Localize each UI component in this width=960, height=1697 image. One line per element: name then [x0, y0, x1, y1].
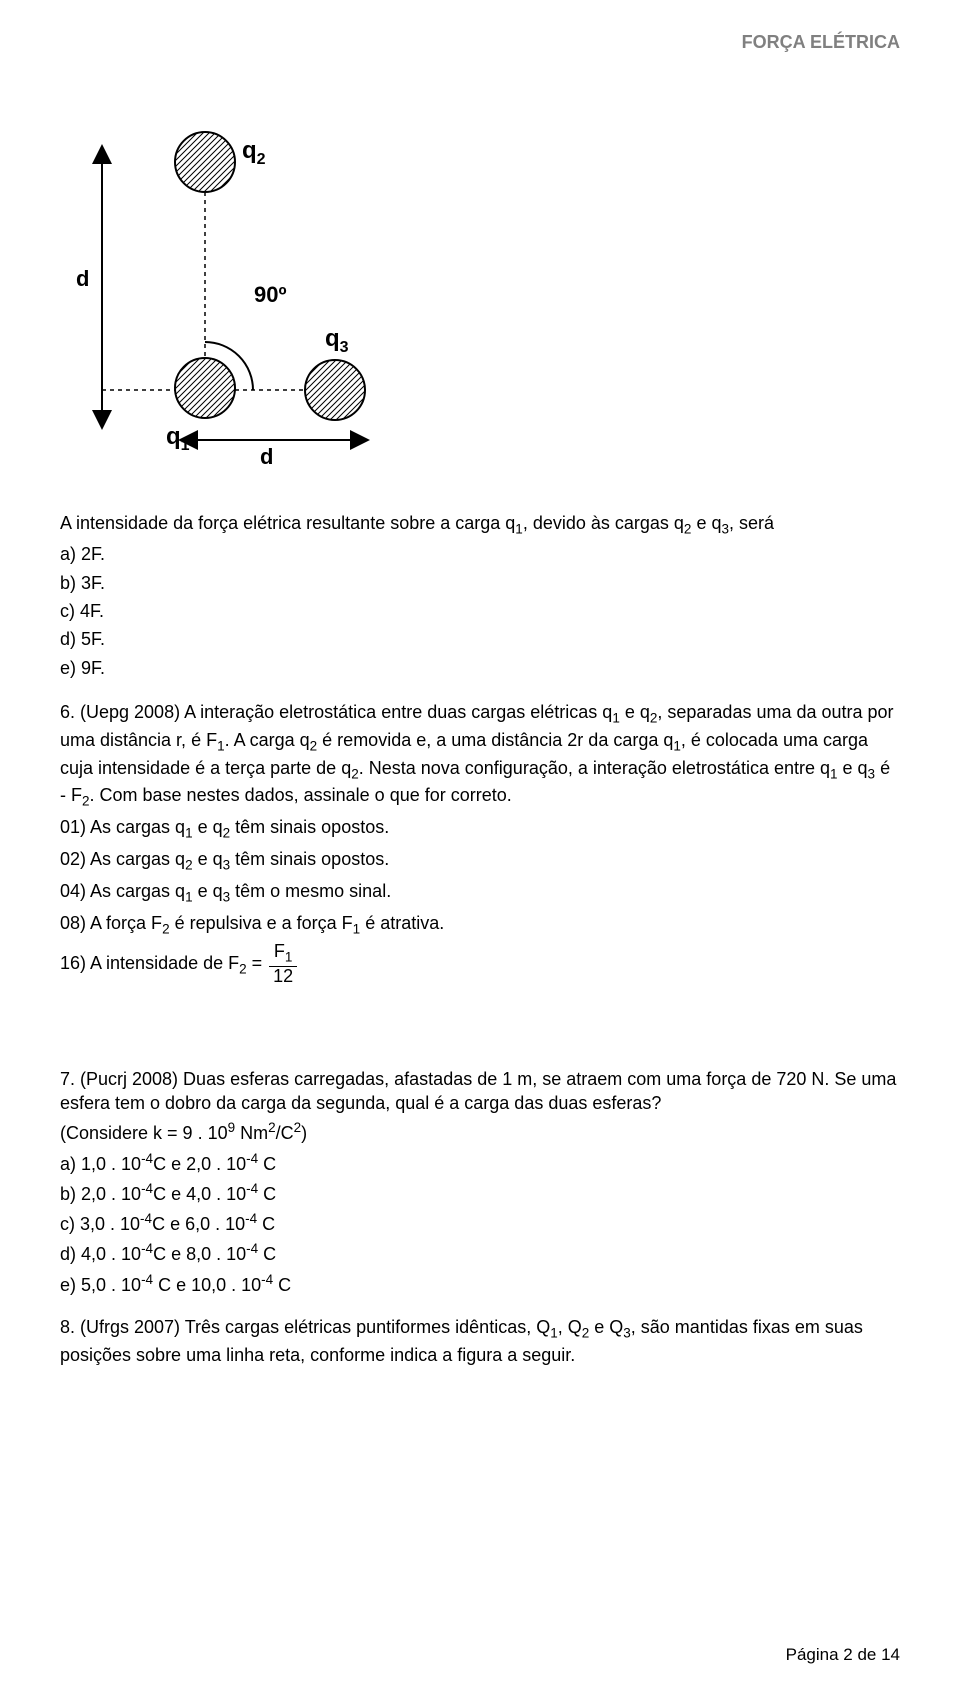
svg-text:90º: 90º — [254, 282, 287, 307]
page: FORÇA ELÉTRICA q2 q3 q1 d d 90º A intensidade… — [0, 0, 960, 1697]
svg-text:d: d — [260, 444, 273, 469]
q6-option-08: 08) A força F2 é repulsiva e a força F1 … — [60, 911, 900, 939]
q7-body: 7. (Pucrj 2008) Duas esferas carregadas,… — [60, 1067, 900, 1116]
q7-option-c: c) 3,0 . 10-4C e 6,0 . 10-4 C — [60, 1210, 900, 1236]
q5-option-a: a) 2F. — [60, 542, 900, 566]
q7-block: 7. (Pucrj 2008) Duas esferas carregadas,… — [60, 1067, 900, 1297]
svg-text:d: d — [76, 266, 89, 291]
q6-option-02: 02) As cargas q2 e q3 têm sinais opostos… — [60, 847, 900, 875]
q6-option-16-prefix: 16) A intensidade de F2 = — [60, 953, 267, 973]
q5-option-e: e) 9F. — [60, 656, 900, 680]
fraction-denominator: 12 — [269, 967, 297, 987]
q6-option-16: 16) A intensidade de F2 = F1 12 — [60, 942, 900, 986]
fraction-f1-over-12: F1 12 — [269, 942, 297, 986]
q7-option-a: a) 1,0 . 10-4C e 2,0 . 10-4 C — [60, 1150, 900, 1176]
q7-option-d: d) 4,0 . 10-4C e 8,0 . 10-4 C — [60, 1240, 900, 1266]
q7-consider: (Considere k = 9 . 109 Nm2/C2) — [60, 1119, 900, 1145]
q5-block: A intensidade da força elétrica resultan… — [60, 511, 900, 680]
q8-block: 8. (Ufrgs 2007) Três cargas elétricas pu… — [60, 1315, 900, 1367]
page-footer: Página 2 de 14 — [786, 1644, 900, 1667]
svg-text:q1: q1 — [166, 423, 190, 454]
q6-option-04: 04) As cargas q1 e q3 têm o mesmo sinal. — [60, 879, 900, 907]
page-header: FORÇA ELÉTRICA — [60, 30, 900, 54]
q5-intro-text: A intensidade da força elétrica resultan… — [60, 511, 900, 539]
q5-option-d: d) 5F. — [60, 627, 900, 651]
svg-text:q2: q2 — [242, 137, 266, 168]
q5-figure: q2 q3 q1 d d 90º — [60, 114, 900, 480]
q7-option-e: e) 5,0 . 10-4 C e 10,0 . 10-4 C — [60, 1271, 900, 1297]
q8-body: 8. (Ufrgs 2007) Três cargas elétricas pu… — [60, 1315, 900, 1367]
q5-option-c: c) 4F. — [60, 599, 900, 623]
q7-option-b: b) 2,0 . 10-4C e 4,0 . 10-4 C — [60, 1180, 900, 1206]
q6-option-01: 01) As cargas q1 e q2 têm sinais opostos… — [60, 815, 900, 843]
q5-option-b: b) 3F. — [60, 571, 900, 595]
charge-diagram-svg: q2 q3 q1 d d 90º — [60, 114, 370, 474]
svg-text:q3: q3 — [325, 325, 349, 356]
q6-body: 6. (Uepg 2008) A interação eletrostática… — [60, 700, 900, 811]
fraction-numerator: F1 — [269, 942, 297, 966]
q6-block: 6. (Uepg 2008) A interação eletrostática… — [60, 700, 900, 987]
